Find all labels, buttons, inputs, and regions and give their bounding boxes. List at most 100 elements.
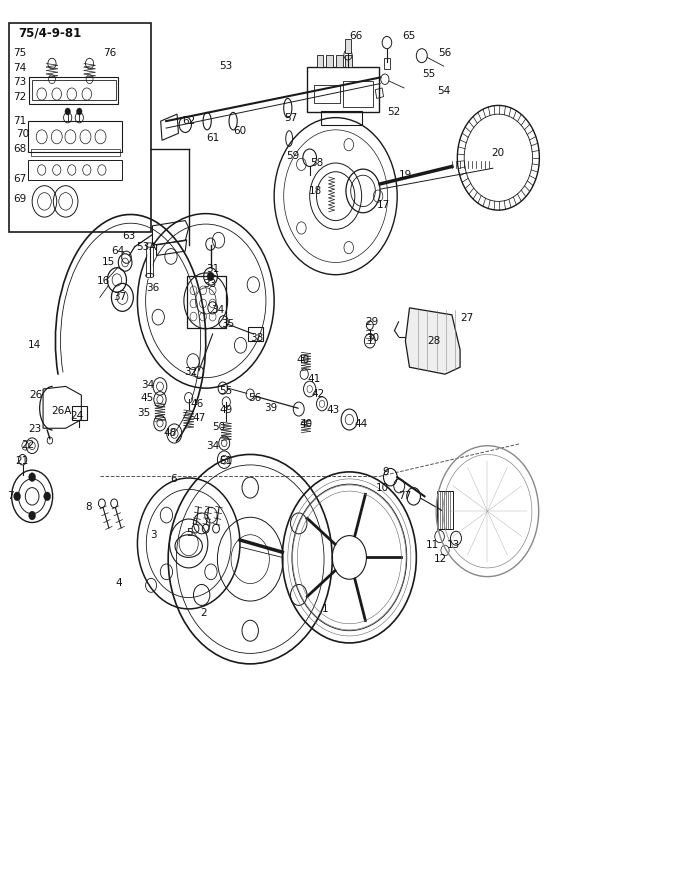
- Bar: [31, 149, 120, 156]
- Bar: [28, 121, 123, 152]
- Text: 49: 49: [219, 405, 233, 415]
- Text: 53A: 53A: [136, 242, 156, 252]
- Text: 58: 58: [310, 158, 323, 168]
- Text: 39: 39: [264, 403, 277, 413]
- Bar: [28, 161, 123, 179]
- Text: 26: 26: [29, 390, 42, 400]
- Bar: [342, 81, 373, 108]
- Text: 8: 8: [86, 502, 92, 512]
- Circle shape: [77, 108, 82, 115]
- Text: 13: 13: [447, 540, 460, 551]
- Text: 55: 55: [422, 69, 435, 79]
- Text: 54: 54: [437, 87, 450, 96]
- Bar: [345, 39, 351, 53]
- Text: 23: 23: [28, 424, 41, 434]
- Text: 19: 19: [399, 170, 412, 180]
- Text: 57: 57: [284, 114, 298, 123]
- Text: 30: 30: [366, 332, 379, 343]
- Text: 75: 75: [13, 48, 26, 58]
- Bar: [307, 67, 379, 113]
- Text: 50: 50: [212, 421, 226, 432]
- Bar: [72, 406, 87, 420]
- Text: 61: 61: [206, 133, 219, 142]
- Text: 14: 14: [28, 340, 41, 350]
- Text: 44: 44: [355, 419, 368, 429]
- Text: 35: 35: [221, 319, 234, 329]
- Bar: [437, 491, 453, 530]
- Bar: [326, 55, 333, 67]
- Text: 76: 76: [103, 48, 116, 58]
- Text: 77: 77: [399, 491, 412, 502]
- Text: 12: 12: [434, 554, 447, 564]
- Text: 68: 68: [13, 144, 26, 154]
- Circle shape: [207, 272, 214, 281]
- Text: 3: 3: [150, 530, 156, 540]
- Text: 51: 51: [219, 456, 233, 467]
- Text: 75/4-9-81: 75/4-9-81: [18, 26, 81, 39]
- Bar: [321, 111, 362, 125]
- Text: 74: 74: [13, 63, 26, 73]
- Text: 28: 28: [427, 336, 440, 346]
- Text: 33: 33: [203, 280, 216, 289]
- Bar: [32, 80, 116, 101]
- Text: 35: 35: [138, 408, 151, 419]
- Circle shape: [65, 108, 71, 115]
- Bar: [316, 55, 323, 67]
- Bar: [336, 55, 342, 67]
- Text: 59: 59: [286, 151, 300, 161]
- Text: 69: 69: [13, 194, 26, 204]
- Text: 24: 24: [71, 411, 84, 421]
- Text: 56: 56: [438, 48, 451, 58]
- Text: 17: 17: [377, 200, 390, 210]
- Text: 21: 21: [16, 456, 29, 467]
- Text: 9: 9: [382, 467, 389, 477]
- Bar: [248, 327, 263, 341]
- Text: 27: 27: [460, 313, 473, 323]
- Bar: [384, 59, 390, 69]
- Text: 11: 11: [426, 540, 439, 551]
- Text: 29: 29: [366, 316, 379, 327]
- Text: 65: 65: [403, 31, 416, 40]
- Text: 63: 63: [123, 232, 136, 241]
- Text: 48: 48: [164, 427, 177, 438]
- Text: 18: 18: [308, 186, 321, 196]
- Text: 4: 4: [116, 578, 122, 587]
- Text: 70: 70: [16, 129, 29, 139]
- Text: 67: 67: [13, 174, 26, 184]
- Text: 34: 34: [206, 440, 219, 451]
- Text: 42: 42: [312, 389, 325, 399]
- Text: 60: 60: [233, 126, 246, 135]
- Text: 45: 45: [141, 392, 154, 403]
- Text: 64: 64: [112, 246, 125, 256]
- Bar: [314, 86, 340, 103]
- Text: 37: 37: [114, 292, 127, 302]
- Bar: [186, 275, 226, 328]
- Text: 43: 43: [326, 405, 339, 415]
- Text: 26A: 26A: [51, 406, 72, 416]
- Polygon shape: [406, 308, 460, 374]
- Text: 15: 15: [102, 258, 115, 267]
- Text: 10: 10: [375, 482, 388, 493]
- Text: 16: 16: [97, 276, 110, 286]
- Text: 32: 32: [184, 366, 197, 377]
- Text: 56: 56: [248, 392, 262, 403]
- Circle shape: [29, 511, 36, 520]
- Text: 34: 34: [141, 379, 154, 390]
- Circle shape: [44, 492, 51, 501]
- Text: 20: 20: [492, 148, 505, 157]
- Text: 2: 2: [200, 608, 207, 618]
- Text: 40: 40: [296, 355, 309, 365]
- Text: 47: 47: [192, 413, 206, 423]
- Circle shape: [29, 473, 36, 482]
- Text: 46: 46: [190, 399, 204, 409]
- Text: 7: 7: [8, 491, 14, 502]
- Text: 53: 53: [219, 61, 233, 71]
- Text: 34: 34: [211, 306, 225, 316]
- Bar: [345, 55, 352, 67]
- Text: 71: 71: [13, 116, 26, 126]
- Text: 36: 36: [147, 283, 160, 293]
- Text: 38: 38: [250, 333, 264, 343]
- Text: 6: 6: [171, 474, 177, 484]
- Text: 66: 66: [349, 31, 362, 40]
- Text: 1: 1: [322, 604, 329, 614]
